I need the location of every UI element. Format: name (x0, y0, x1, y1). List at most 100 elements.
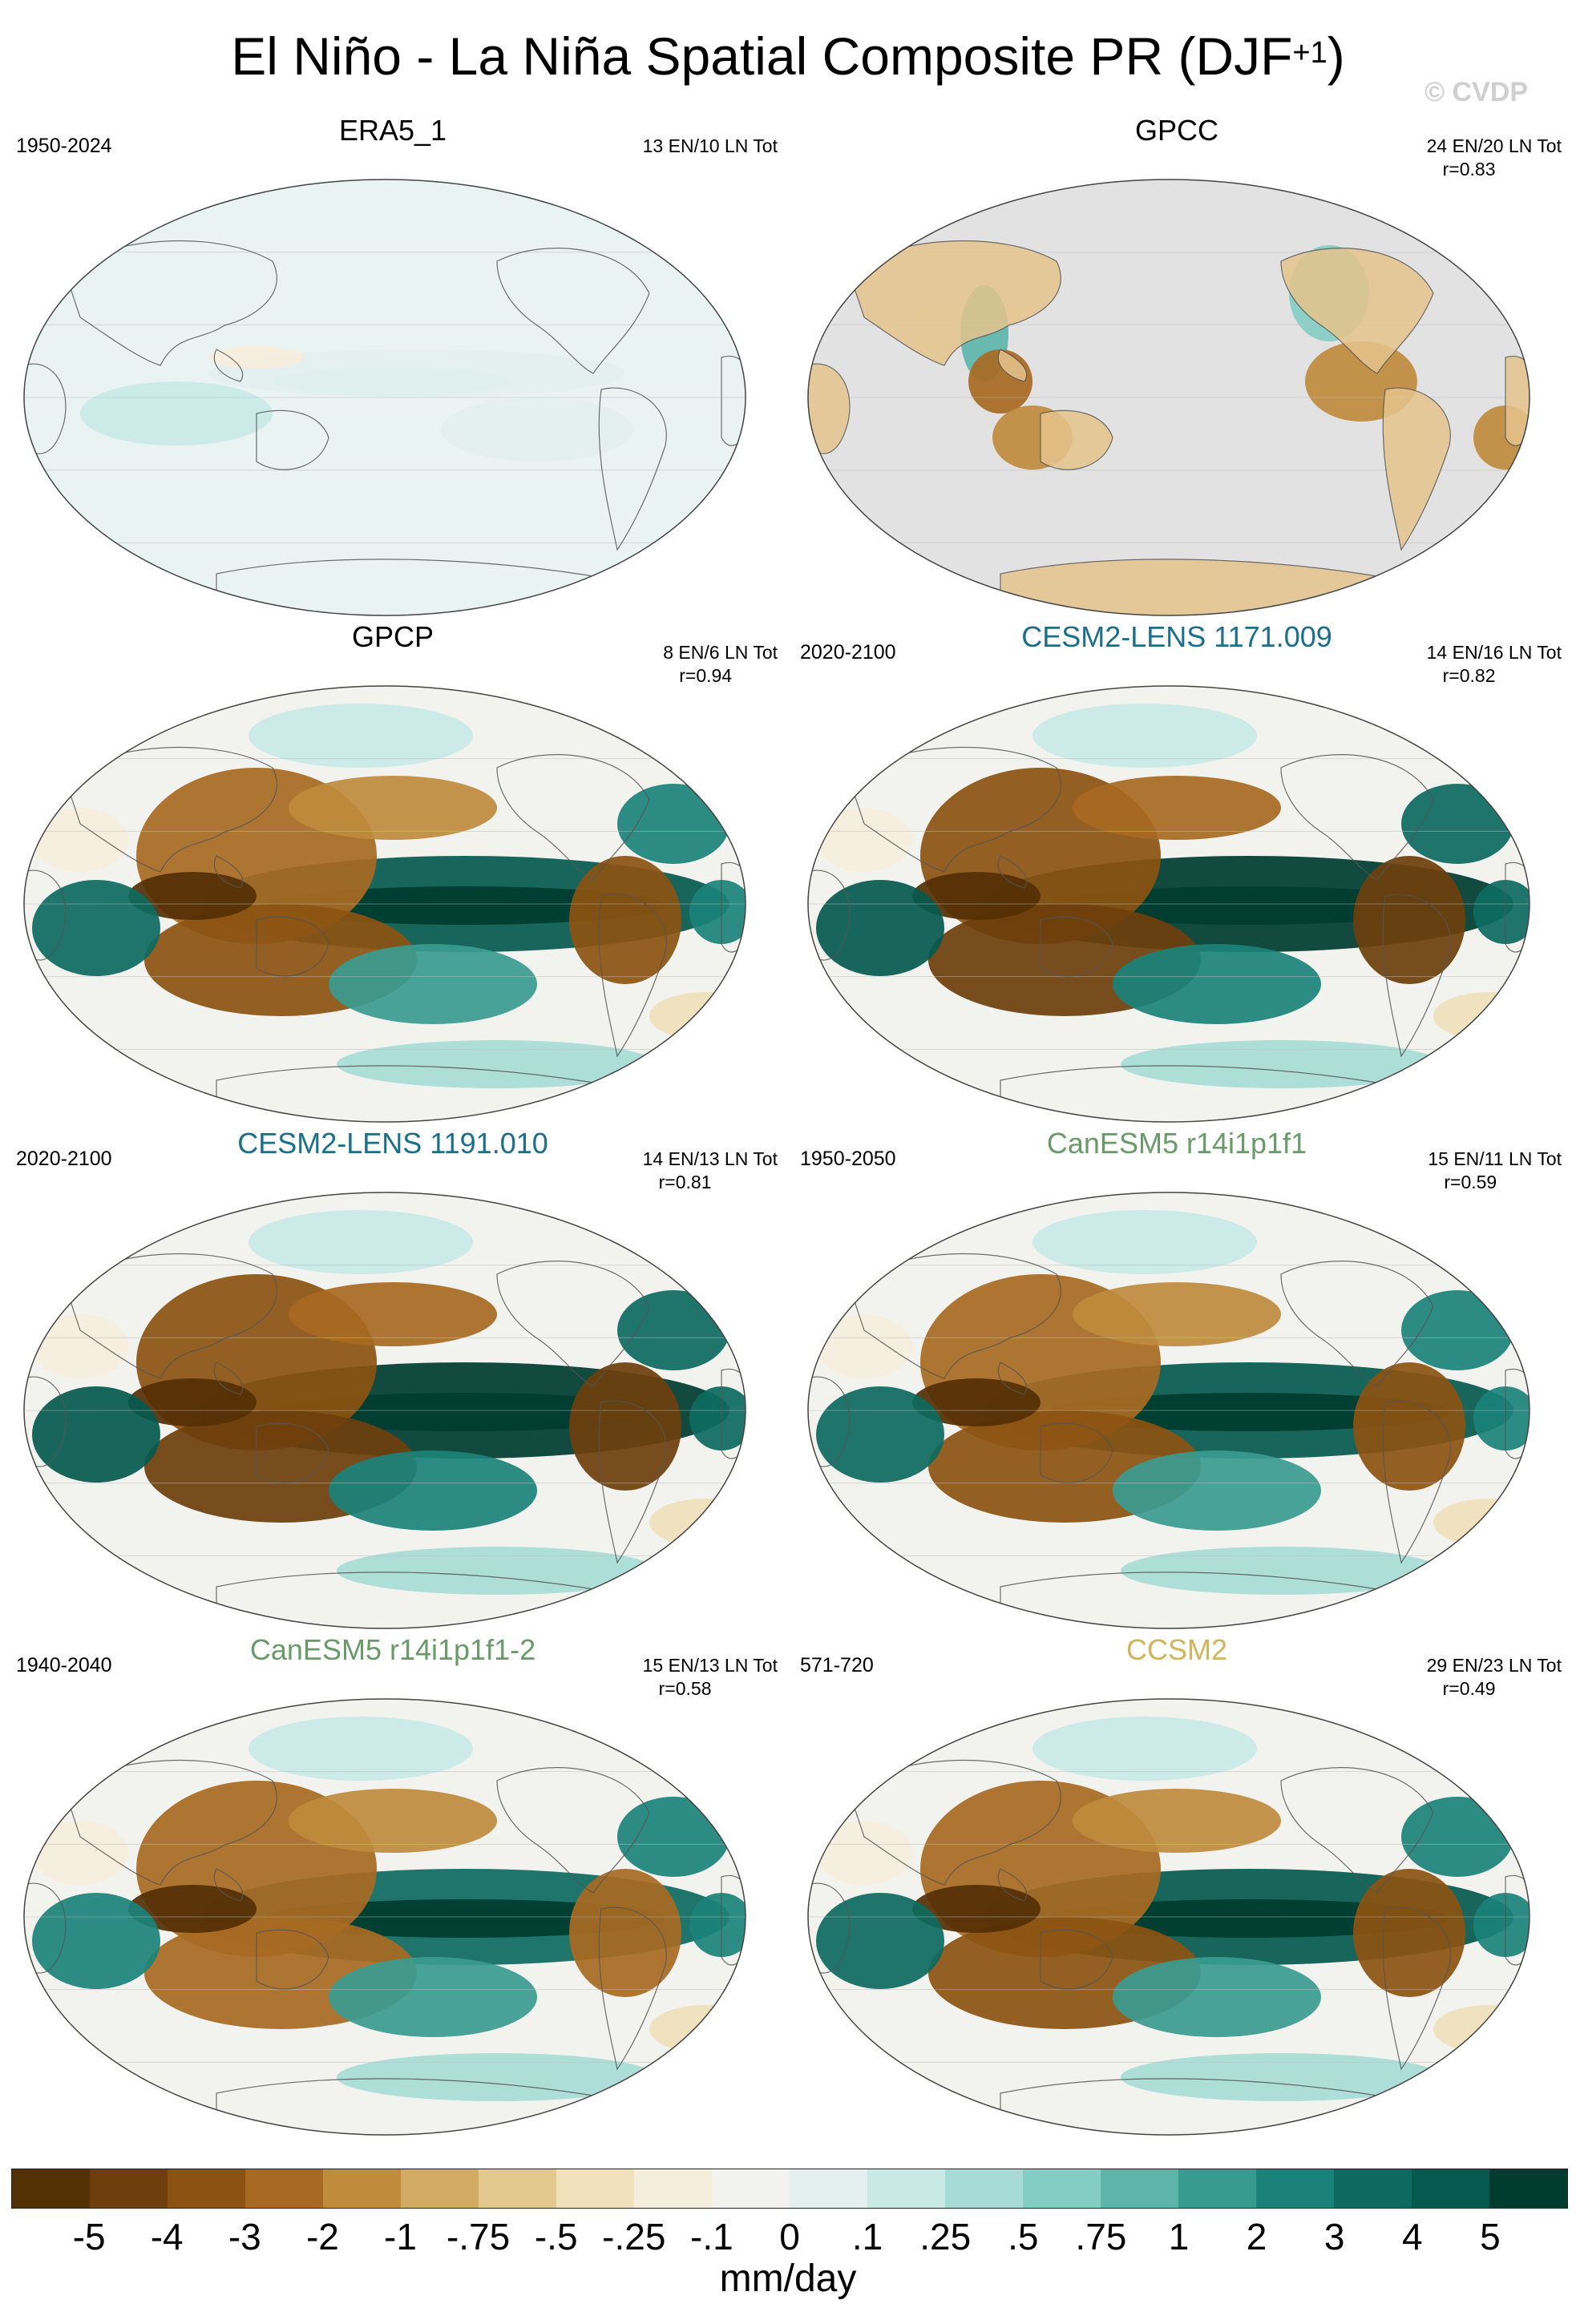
panel-event-counts: 8 EN/6 LN Tot (663, 642, 778, 663)
map-border (807, 1192, 1530, 1629)
robinson-map (807, 179, 1530, 616)
panel-stats: 15 EN/13 LN Tot r=0.58 (643, 1654, 778, 1701)
anomaly-region (249, 1717, 473, 1781)
anomaly-region (32, 1386, 160, 1483)
colorbar-tick-label: .5 (1008, 2216, 1039, 2257)
continent-outline (1382, 387, 1451, 551)
colorbar-tick-label: .1 (851, 2216, 883, 2257)
colorbar-tick-label: -1 (384, 2216, 417, 2257)
panel-pattern-correlation: r=0.49 (1442, 1678, 1496, 1699)
panel-stats: 29 EN/23 LN Tot r=0.49 (1427, 1654, 1562, 1701)
continent-outline (1040, 916, 1113, 977)
continent-outline (847, 1253, 1061, 1379)
figure-title: El Niño - La Niña Spatial Composite PR (… (0, 24, 1576, 88)
colorbar-swatch (634, 2169, 712, 2208)
anomaly-region (208, 349, 625, 397)
figure-title-close: ) (1327, 26, 1345, 86)
colorbar-tick-label: 2 (1246, 2216, 1267, 2257)
continent-outline (496, 248, 650, 374)
map-panel-1: ERA5_1 1950-2024 13 EN/10 LN Tot (16, 114, 778, 633)
panel-pattern-correlation: r=0.59 (1444, 1172, 1497, 1192)
anomaly-region (337, 2053, 657, 2101)
anomaly-region (816, 880, 944, 976)
continent-outline (1441, 725, 1487, 771)
anomaly-region (265, 1899, 665, 1938)
robinson-map (23, 1698, 746, 2136)
continent-outline (1382, 1906, 1451, 2071)
anomaly-region (1049, 1393, 1449, 1431)
anomaly-region (128, 1378, 257, 1426)
continent-outline (598, 1400, 667, 1564)
colorbar-swatch (12, 2169, 90, 2208)
panel-title: CanESM5 r14i1p1f1-2 (249, 1633, 536, 1666)
anomaly-region (1032, 704, 1257, 768)
anomaly-region (1032, 1210, 1257, 1274)
colorbar-swatch (867, 2169, 945, 2208)
panel-stats: 8 EN/6 LN Tot r=0.94 (663, 641, 778, 688)
colorbar-tick-label: .25 (919, 2216, 972, 2257)
colorbar-swatch (712, 2169, 790, 2208)
panel-event-counts: 14 EN/16 LN Tot (1426, 642, 1562, 663)
continent-outline (213, 349, 244, 382)
anomaly-region (816, 808, 912, 872)
anomaly-region (1049, 1899, 1449, 1938)
map-panel-4: CESM2-LENS 1171.009 2020-2100 14 EN/16 LN … (800, 620, 1562, 1140)
colorbar-tick-label: -3 (228, 2216, 261, 2257)
continent-outline (1040, 410, 1113, 470)
panel-title: CCSM2 (1125, 1633, 1228, 1666)
continent-outline (657, 219, 703, 264)
map-border (23, 685, 746, 1123)
panel-title: CESM2-LENS 1191.010 (237, 1127, 548, 1160)
anomaly-region (1073, 1789, 1281, 1853)
panel-period: 1950-2024 (16, 135, 112, 157)
anomaly-region (569, 1869, 681, 1997)
anomaly-region (1073, 776, 1281, 840)
panel-title: GPCC (1134, 114, 1218, 147)
anomaly-region (569, 1362, 681, 1491)
continent-outline (1040, 1422, 1113, 1483)
map-border (807, 1698, 1530, 2136)
panel-period: 1950-2050 (800, 1148, 896, 1170)
panel-stats: 15 EN/11 LN Tot r=0.59 (1428, 1148, 1562, 1194)
panel-pattern-correlation: r=0.94 (679, 665, 733, 686)
anomaly-region (1113, 1957, 1321, 2037)
continent-outline (1280, 1767, 1434, 1894)
colorbar-swatch (168, 2169, 245, 2208)
panel-event-counts: 24 EN/20 LN Tot (1426, 135, 1562, 156)
panel-title: ERA5_1 (338, 114, 447, 147)
colorbar-tick-label: .75 (1075, 2216, 1127, 2257)
continent-outline (256, 1422, 329, 1483)
continent-outline (657, 1232, 703, 1277)
figure-title-text: El Niño - La Niña Spatial Composite PR (… (231, 26, 1293, 86)
anomaly-region (617, 784, 729, 864)
anomaly-region (128, 872, 257, 920)
map-panel-8: CCSM2 571-720 29 EN/23 LN Tot r=0.49 (800, 1633, 1562, 2153)
continent-outline (997, 349, 1028, 382)
colorbar-swatch (90, 2169, 168, 2208)
continent-outline (496, 1261, 650, 1387)
map-border (23, 179, 746, 616)
continent-outline (1040, 1929, 1113, 1990)
continent-outline (847, 1760, 1061, 1886)
panel-pattern-correlation: r=0.58 (658, 1678, 712, 1699)
panel-pattern-correlation: r=0.83 (1442, 159, 1496, 180)
panel-period: 2020-2100 (16, 1148, 112, 1170)
panel-stats: 13 EN/10 LN Tot (643, 135, 778, 158)
map-border (807, 685, 1530, 1123)
anomaly-region (289, 776, 497, 840)
anomaly-region (1353, 1869, 1465, 1997)
continent-outline (847, 747, 1061, 873)
anomaly-region (208, 346, 305, 369)
colorbar-swatch (245, 2169, 323, 2208)
anomaly-region (32, 1314, 128, 1378)
anomaly-region (1353, 856, 1465, 984)
colorbar-swatch (790, 2169, 867, 2208)
anomaly-region (289, 1789, 497, 1853)
panel-pattern-correlation: r=0.82 (1442, 665, 1496, 686)
robinson-map (807, 685, 1530, 1123)
anomaly-region (265, 1393, 665, 1431)
colorbar-swatch (401, 2169, 479, 2208)
anomaly-region (249, 704, 473, 768)
anomaly-region (1073, 1282, 1281, 1346)
colorbar-swatch (1489, 2169, 1567, 2208)
